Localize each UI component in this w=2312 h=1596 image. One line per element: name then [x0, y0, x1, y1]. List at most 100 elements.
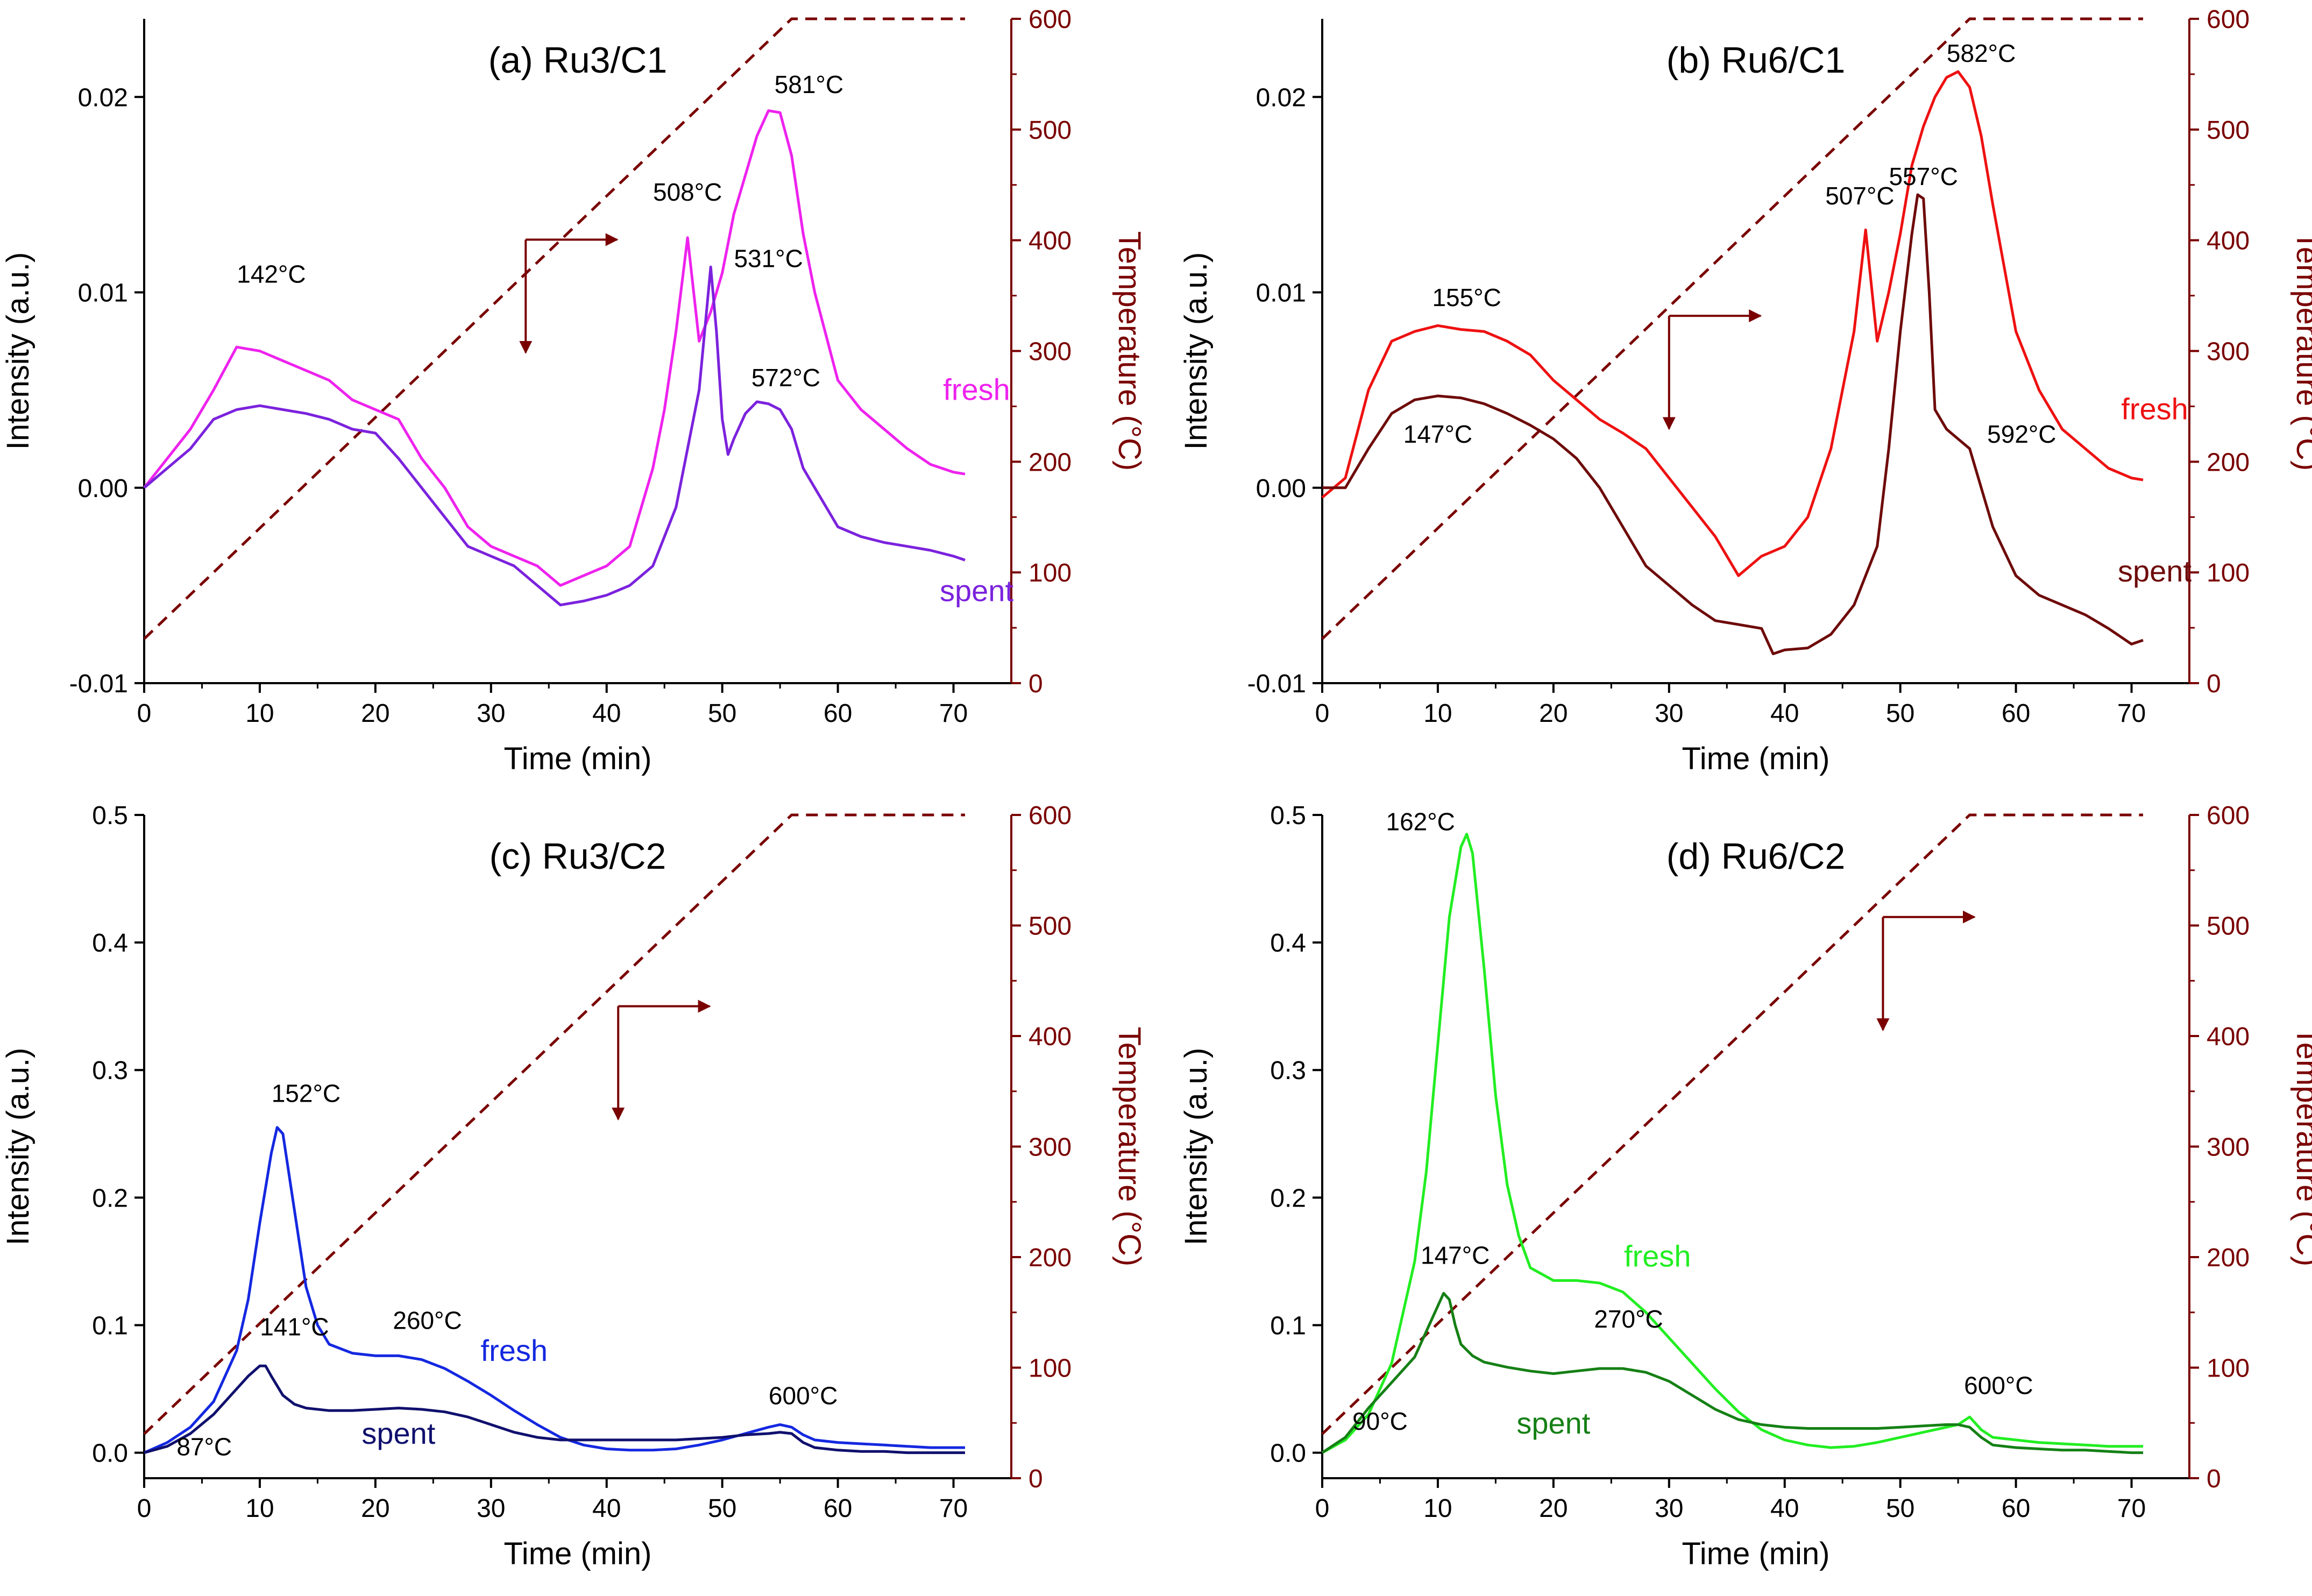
x-tick-label: 0 — [1315, 699, 1330, 728]
y2-tick-label: 400 — [1029, 1023, 1072, 1051]
y-tick-label: -0.01 — [69, 670, 128, 698]
temperature-line — [1321, 17, 2143, 640]
y2-tick-label: 100 — [2207, 559, 2250, 587]
y-tick-label: 0.3 — [92, 1056, 128, 1085]
x-tick-label: 20 — [1539, 699, 1568, 728]
y2-tick-label: 200 — [2207, 448, 2250, 477]
peak-annotation: 147°C — [1421, 1242, 1490, 1269]
y2-tick-label: 200 — [1029, 1244, 1072, 1272]
peak-annotation: 147°C — [1403, 420, 1472, 448]
series-line-spent — [144, 1364, 965, 1455]
y-tick-label: 0.2 — [1270, 1184, 1306, 1212]
x-tick-label: 70 — [2117, 699, 2146, 728]
y2-axis-title: Temperature (°C) — [1112, 1027, 1147, 1266]
y2-tick-label: 0 — [1029, 1465, 1043, 1493]
series-label-fresh: fresh — [481, 1333, 548, 1367]
peak-annotation: 557°C — [1889, 162, 1958, 190]
y-tick-label: 0.5 — [1270, 801, 1306, 830]
x-tick-label: 20 — [361, 1494, 389, 1523]
y2-tick-label: 200 — [1029, 448, 1072, 477]
panel-title: (d) Ru6/C2 — [1666, 836, 1846, 877]
x-tick-label: 10 — [245, 699, 274, 728]
peak-annotation: 531°C — [734, 244, 803, 272]
y2-tick-label: 0 — [2207, 1465, 2221, 1493]
y2-tick-label: 300 — [1029, 338, 1072, 366]
y-tick-label: 0.3 — [1270, 1056, 1306, 1085]
y-tick-label: 0.1 — [92, 1311, 128, 1340]
y-tick-label: 0.01 — [78, 279, 128, 308]
y2-tick-label: 600 — [2207, 801, 2250, 830]
x-tick-label: 20 — [361, 699, 389, 728]
peak-annotation: 90°C — [1352, 1407, 1408, 1435]
peak-annotation: 582°C — [1947, 39, 2016, 67]
y2-tick-label: 300 — [1029, 1133, 1072, 1162]
peak-annotation: 270°C — [1594, 1305, 1663, 1333]
series-line-spent — [1321, 1292, 2143, 1455]
panel-title: (b) Ru6/C1 — [1666, 40, 1846, 81]
y-tick-label: 0.1 — [1270, 1311, 1306, 1340]
peak-annotation: 152°C — [272, 1080, 341, 1108]
x-tick-label: 10 — [245, 1494, 274, 1523]
y-tick-label: 0.00 — [1256, 474, 1306, 503]
y2-tick-label: 400 — [2207, 1023, 2250, 1051]
series-label-spent: spent — [2118, 554, 2192, 588]
y2-tick-label: 400 — [1029, 227, 1072, 256]
series-label-fresh: fresh — [943, 372, 1010, 406]
x-tick-label: 20 — [1539, 1494, 1568, 1523]
y2-tick-label: 100 — [2207, 1354, 2250, 1383]
x-tick-label: 40 — [1770, 699, 1799, 728]
chart-panel-2: 0 10 20 30 40 50 60 70 -0.01 0.00 0.01 0.02 0 100 200 3… — [1179, 5, 2312, 776]
y2-axis-title: Temperature (°C) — [1112, 231, 1147, 471]
y-tick-label: 0.4 — [1270, 929, 1306, 957]
y-tick-label: 0.00 — [78, 474, 128, 503]
y-tick-label: 0.02 — [78, 83, 128, 112]
y-axis-title: Intensity (a.u.) — [1179, 252, 1214, 450]
y-tick-label: -0.01 — [1247, 670, 1306, 698]
x-tick-label: 0 — [137, 1494, 152, 1523]
y2-tick-label: 300 — [2207, 1133, 2250, 1162]
x-tick-label: 50 — [708, 1494, 736, 1523]
y-axis-title: Intensity (a.u.) — [1179, 1048, 1214, 1245]
x-tick-label: 70 — [939, 699, 968, 728]
series-line-fresh — [1321, 70, 2144, 577]
y2-tick-label: 100 — [1029, 1354, 1072, 1383]
y-tick-label: 0.0 — [1270, 1439, 1306, 1468]
series-line-fresh — [1321, 833, 2143, 1454]
y2-tick-label: 300 — [2207, 338, 2250, 366]
series-label-fresh: fresh — [1624, 1239, 1691, 1273]
x-tick-label: 30 — [477, 699, 505, 728]
x-axis-title: Time (min) — [504, 741, 652, 776]
peak-annotation: 508°C — [653, 178, 722, 206]
y2-tick-label: 400 — [2207, 227, 2250, 256]
y2-tick-label: 600 — [2207, 5, 2250, 34]
x-tick-label: 60 — [824, 699, 852, 728]
x-tick-label: 30 — [477, 1494, 505, 1523]
y-tick-label: 0.01 — [1256, 279, 1306, 308]
series-label-spent: spent — [940, 573, 1013, 607]
x-tick-label: 10 — [1423, 699, 1452, 728]
axis-indicator-arrows — [612, 999, 711, 1121]
y-tick-label: 0.0 — [92, 1439, 128, 1468]
y2-tick-label: 100 — [1029, 559, 1072, 587]
y2-tick-label: 500 — [1029, 912, 1072, 941]
peak-annotation: 507°C — [1825, 182, 1894, 210]
y-tick-label: 0.02 — [1256, 83, 1306, 112]
y-tick-label: 0.4 — [92, 929, 128, 957]
x-tick-label: 70 — [939, 1494, 968, 1523]
temperature-line — [1321, 813, 2143, 1435]
x-tick-label: 50 — [1886, 1494, 1914, 1523]
series-line-fresh — [143, 1126, 965, 1454]
peak-annotation: 572°C — [751, 364, 820, 392]
x-tick-label: 30 — [1655, 1494, 1683, 1523]
y-tick-label: 0.5 — [92, 801, 128, 830]
y-axis-title: Intensity (a.u.) — [1, 252, 36, 450]
temperature-line — [143, 17, 965, 640]
x-tick-label: 0 — [1315, 1494, 1330, 1523]
x-tick-label: 40 — [592, 1494, 621, 1523]
x-tick-label: 70 — [2117, 1494, 2146, 1523]
y-axis-title: Intensity (a.u.) — [1, 1048, 36, 1245]
x-tick-label: 30 — [1655, 699, 1683, 728]
x-tick-label: 10 — [1423, 1494, 1452, 1523]
x-tick-label: 40 — [1770, 1494, 1799, 1523]
